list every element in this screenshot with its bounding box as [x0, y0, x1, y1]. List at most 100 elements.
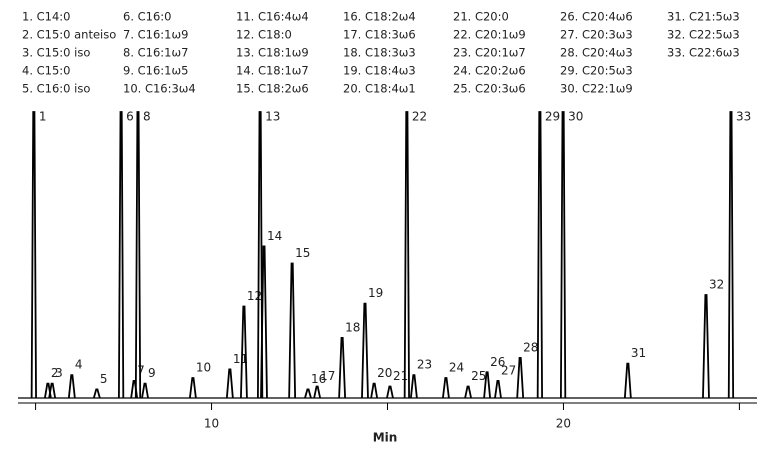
- peak: [727, 111, 735, 399]
- legend-entry: 31. C21:5ω3: [667, 10, 740, 24]
- peak: [134, 111, 142, 399]
- peak-label: 4: [75, 358, 83, 372]
- legend-entry: 7. C16:1ω9: [123, 28, 188, 42]
- legend-entry: 1. C14:0: [22, 10, 70, 24]
- peak-label: 8: [143, 110, 151, 124]
- legend-entry: 17. C18:3ω6: [343, 28, 416, 42]
- legend-entry: 3. C15:0 iso: [22, 46, 90, 60]
- legend-entry: 15. C18:2ω6: [236, 82, 309, 96]
- peak: [240, 305, 248, 399]
- legend-entry: 14. C18:1ω7: [236, 64, 309, 78]
- legend-entry: 32. C22:5ω3: [667, 28, 740, 42]
- legend-entry: 9. C16:1ω5: [123, 64, 188, 78]
- legend-entry: 18. C18:3ω3: [343, 46, 416, 60]
- peak-label: 24: [449, 360, 464, 374]
- legend-entry: 30. C22:1ω9: [560, 82, 633, 96]
- peak: [313, 385, 321, 399]
- legend-entry: 13. C18:1ω9: [236, 46, 309, 60]
- peak: [257, 111, 264, 399]
- peak: [623, 362, 632, 399]
- peak-label: 32: [709, 278, 724, 292]
- peak: [30, 111, 37, 399]
- legend-entry: 8. C16:1ω7: [123, 46, 188, 60]
- peak-label: 14: [267, 229, 282, 243]
- legend-entry: 23. C20:1ω7: [453, 46, 526, 60]
- peak: [409, 374, 418, 399]
- peak: [361, 302, 369, 399]
- peak: [338, 337, 347, 399]
- peak: [92, 388, 101, 399]
- peak: [141, 382, 149, 399]
- peak-label: 22: [412, 110, 427, 124]
- peak-label: 19: [368, 286, 383, 300]
- peak: [48, 382, 57, 399]
- peak: [403, 111, 410, 399]
- peak-label: 16: [311, 372, 326, 386]
- peak-label: 18: [345, 320, 360, 334]
- legend-entry: 28. C20:4ω3: [560, 46, 633, 60]
- legend-entry: 26. C20:4ω6: [560, 10, 633, 24]
- x-tick-label: 10: [204, 417, 219, 431]
- peak-label: 3: [55, 366, 63, 380]
- legend-entry: 11. C16:4ω4: [236, 10, 309, 24]
- peak-label: 11: [233, 352, 248, 366]
- peak-label: 23: [417, 358, 432, 372]
- peak-label: 26: [490, 355, 505, 369]
- legend-entry: 27. C20:3ω3: [560, 28, 633, 42]
- peak-label: 31: [631, 346, 646, 360]
- legend-entry: 20. C18:4ω1: [343, 82, 416, 96]
- peak: [260, 245, 268, 399]
- legend-entry: 22. C20:1ω9: [453, 28, 526, 42]
- peak-label: 27: [501, 363, 516, 377]
- peak: [225, 368, 234, 399]
- legend-entry: 5. C16:0 iso: [22, 82, 90, 96]
- peak-label: 29: [545, 110, 560, 124]
- peak-label: 28: [523, 340, 538, 354]
- peak: [118, 111, 125, 399]
- peak-label: 2: [51, 366, 59, 380]
- peak-label: 33: [736, 110, 751, 124]
- peak-label: 9: [148, 366, 156, 380]
- legend-entry: 2. C15:0 anteiso: [22, 28, 116, 42]
- legend-entry: 6. C16:0: [123, 10, 171, 24]
- legend-entry: 21. C20:0: [453, 10, 509, 24]
- peak-label: 5: [100, 372, 108, 386]
- x-tick-label: 20: [556, 417, 571, 431]
- peak-label: 30: [568, 110, 583, 124]
- peak: [464, 385, 472, 399]
- legend-entry: 29. C20:5ω3: [560, 64, 633, 78]
- peak: [442, 377, 450, 399]
- legend-entry: 25. C20:3ω6: [453, 82, 526, 96]
- legend-entry: 4. C15:0: [22, 64, 70, 78]
- peak-label: 15: [295, 246, 310, 260]
- peak-label: 21: [393, 369, 408, 383]
- legend-entry: 19. C18:4ω3: [343, 64, 416, 78]
- legend-entry: 10. C16:3ω4: [123, 82, 196, 96]
- peak-label: 25: [471, 369, 486, 383]
- legend-entry: 24. C20:2ω6: [453, 64, 526, 78]
- peak-label: 1: [39, 110, 47, 124]
- x-axis-label: Min: [373, 431, 398, 445]
- legend-entry: 16. C18:2ω4: [343, 10, 416, 24]
- peak: [516, 357, 525, 399]
- peak: [494, 379, 502, 399]
- peak: [288, 262, 297, 399]
- peak-label: 20: [377, 366, 392, 380]
- peak: [370, 382, 379, 399]
- peak: [702, 294, 710, 399]
- peak: [189, 377, 197, 399]
- legend-entry: 33. C22:6ω3: [667, 46, 740, 60]
- peak-label: 17: [320, 369, 335, 383]
- peak: [304, 388, 312, 399]
- legend-entry: 12. C18:0: [236, 28, 292, 42]
- peak-label: 6: [126, 110, 134, 124]
- peak: [386, 385, 394, 399]
- peak-label: 12: [247, 289, 262, 303]
- peak: [67, 374, 76, 399]
- peak: [560, 111, 567, 399]
- peak-label: 13: [265, 110, 280, 124]
- peak: [483, 371, 491, 399]
- peak-label: 7: [137, 363, 145, 377]
- peak-label: 10: [196, 360, 211, 374]
